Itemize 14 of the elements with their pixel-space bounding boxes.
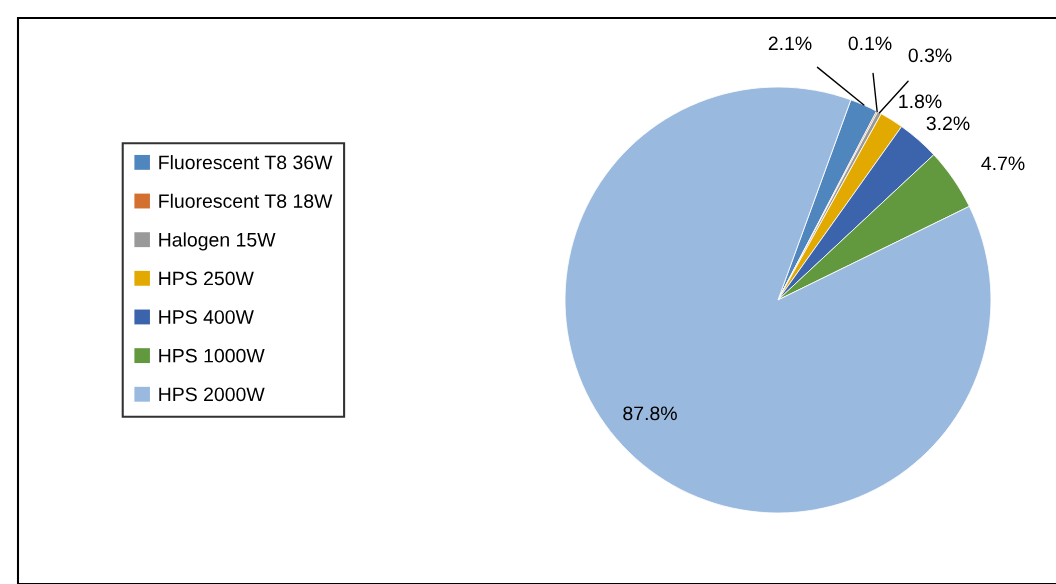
- legend-label: Fluorescent T8 36W: [159, 155, 333, 170]
- data-label: 0.3%: [908, 48, 952, 63]
- legend-label: HPS 400W: [159, 310, 254, 324]
- legend-label: Fluorescent T8 18W: [159, 193, 333, 208]
- legend-label: HPS 250W: [159, 271, 254, 286]
- legend-label: HPS 2000W: [159, 387, 265, 402]
- legend-label: HPS 1000W: [159, 348, 265, 363]
- data-label: 2.1%: [768, 36, 812, 51]
- data-label: 1.8%: [899, 94, 942, 109]
- data-label: 87.8%: [623, 406, 677, 421]
- data-label: 0.1%: [848, 36, 892, 51]
- data-label: 4.7%: [981, 156, 1025, 171]
- legend-label: Halogen 15W: [159, 232, 276, 251]
- data-label: 3.2%: [926, 116, 970, 131]
